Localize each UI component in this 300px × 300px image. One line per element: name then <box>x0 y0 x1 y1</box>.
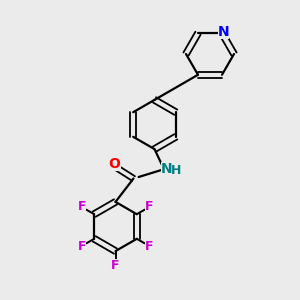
Text: F: F <box>77 239 86 253</box>
Text: F: F <box>77 200 86 214</box>
Text: O: O <box>109 157 121 170</box>
Text: F: F <box>111 259 120 272</box>
Text: F: F <box>145 200 154 214</box>
Text: N: N <box>161 162 172 176</box>
Text: H: H <box>171 164 181 177</box>
Text: F: F <box>145 239 154 253</box>
Text: N: N <box>218 25 229 39</box>
